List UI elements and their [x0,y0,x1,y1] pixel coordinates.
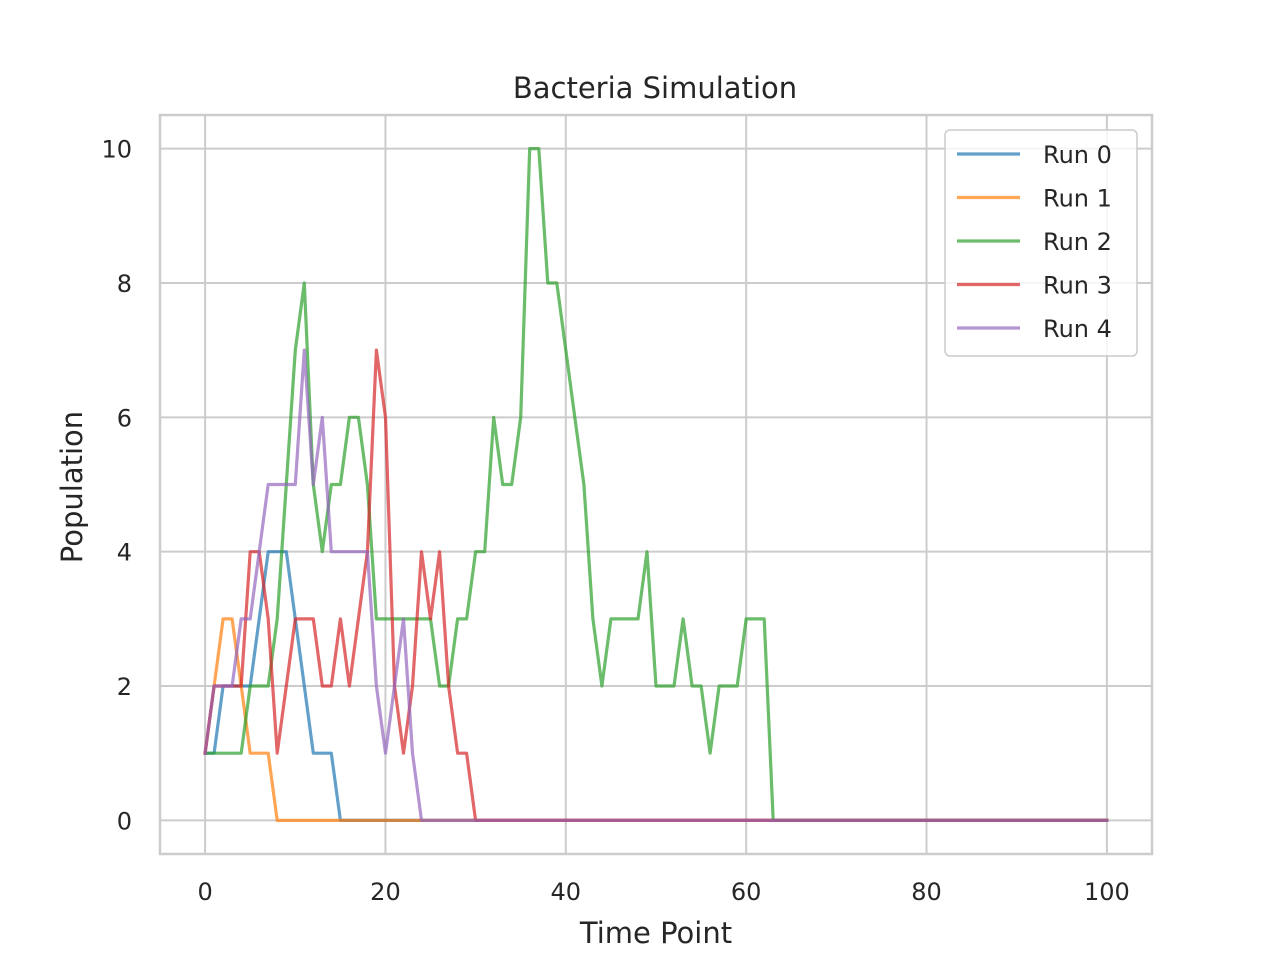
y-axis-label: Population [55,411,89,563]
x-tick-label: 60 [731,878,762,906]
legend-label-run-1: Run 1 [1043,185,1112,213]
legend-label-run-2: Run 2 [1043,228,1112,256]
series-lines [203,147,1109,823]
x-tick-label: 0 [197,878,212,906]
x-axis-ticks: 0 20 40 60 80 100 [197,878,1129,906]
y-tick-label: 8 [117,270,132,298]
series-line-run-3 [203,348,1109,823]
plot-frame [158,113,1154,856]
x-axis-label: Time Point [579,916,732,950]
x-tick-label: 40 [551,878,582,906]
legend-label-run-0: Run 0 [1043,141,1112,169]
y-axis-ticks: 0 2 4 6 8 10 [101,136,132,836]
x-tick-label: 100 [1084,878,1130,906]
legend-label-run-3: Run 3 [1043,272,1112,300]
legend-box [944,129,1138,357]
y-tick-label: 10 [101,136,132,164]
x-tick-label: 20 [370,878,401,906]
series-line-run-4 [203,348,1109,823]
y-tick-label: 0 [117,807,132,835]
y-tick-label: 2 [117,673,132,701]
x-tick-label: 80 [911,878,942,906]
series-line-run-2 [203,147,1109,823]
legend-label-run-4: Run 4 [1043,315,1112,343]
legend: Run 0 Run 1 Run 2 Run 3 Run 4 [944,129,1138,357]
chart-title: Bacteria Simulation [513,71,797,105]
y-tick-label: 4 [117,539,132,567]
y-tick-label: 6 [117,404,132,432]
